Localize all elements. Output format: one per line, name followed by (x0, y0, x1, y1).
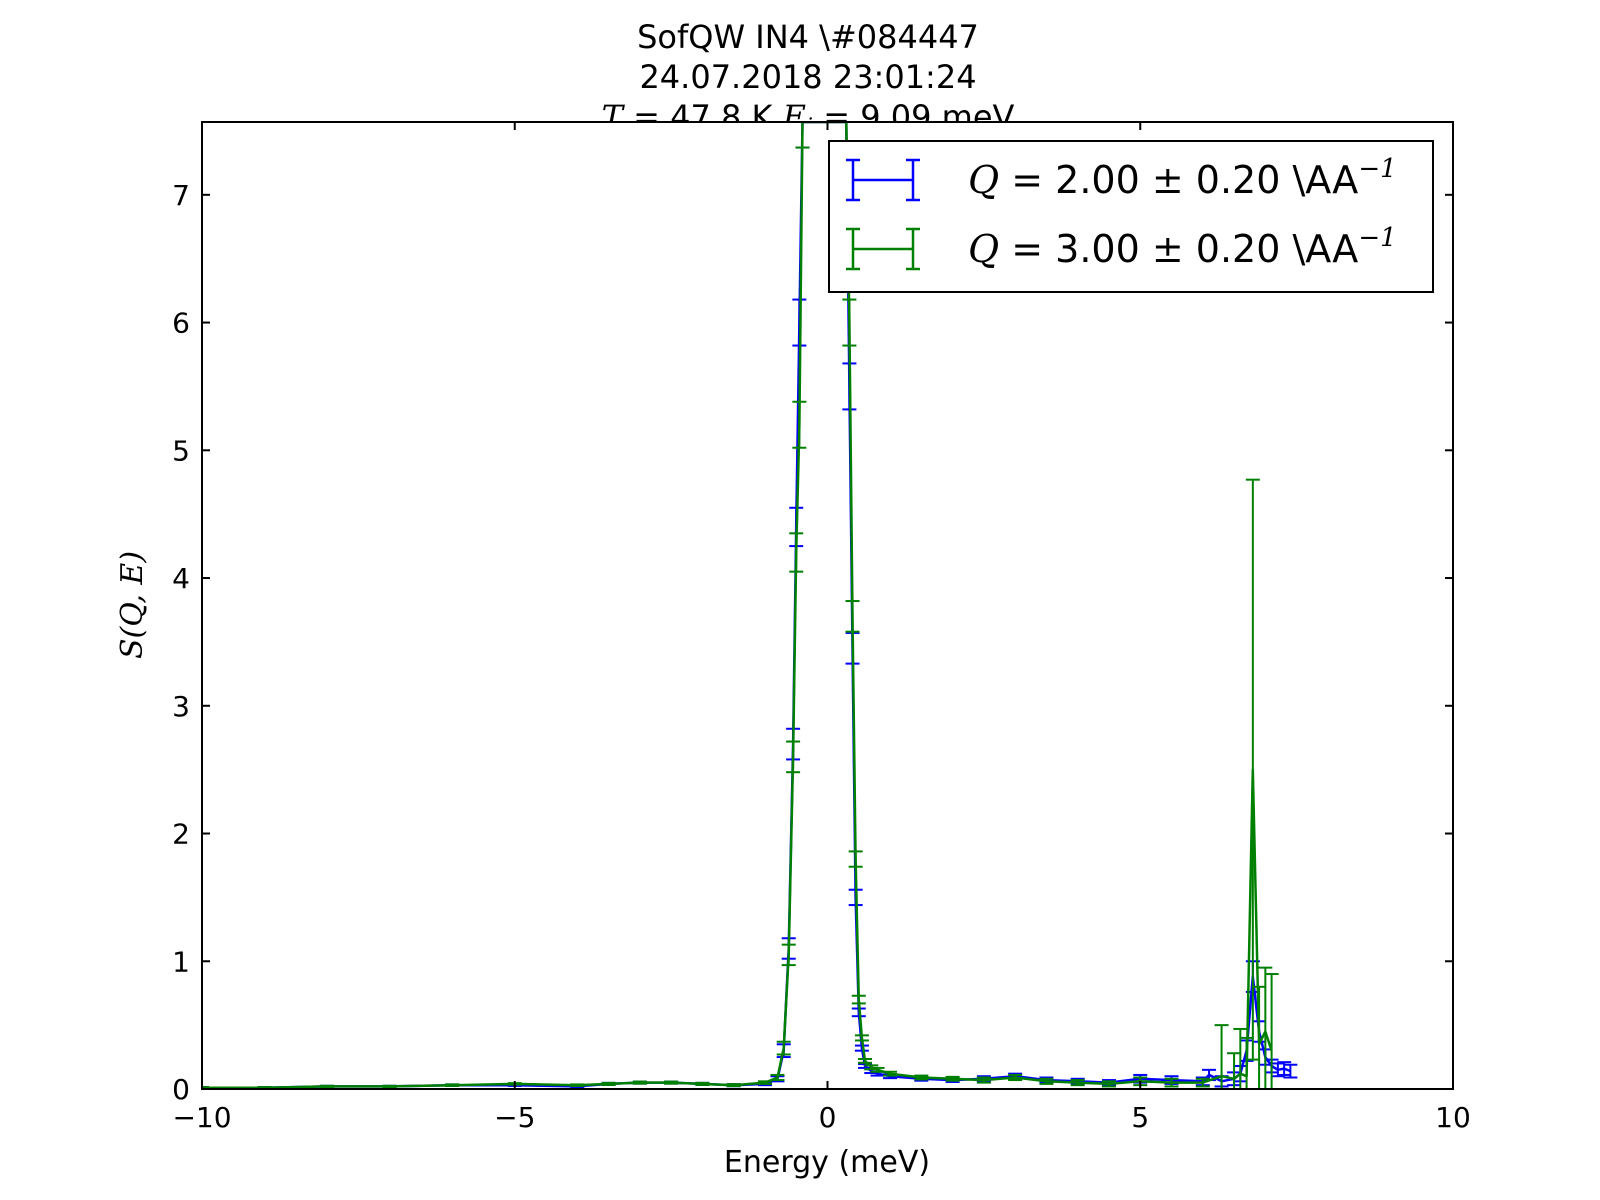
error-bar (1164, 1077, 1179, 1088)
y-tick-label: 0 (172, 1073, 190, 1106)
x-tick-label: −10 (172, 1101, 231, 1134)
y-tick-label: 6 (172, 307, 190, 340)
error-bar (445, 1083, 460, 1087)
error-bar (664, 1080, 679, 1085)
error-bar (851, 994, 866, 1005)
error-bar (845, 600, 860, 633)
legend-entry-1-eq: = 2.00 (999, 158, 1152, 202)
error-bar (726, 1083, 741, 1088)
y-tick-label: 2 (172, 818, 190, 851)
y-tick-label: 5 (172, 434, 190, 467)
error-bar (883, 1070, 898, 1077)
error-bar (770, 1073, 785, 1082)
y-axis-label-args: (Q, E) (115, 551, 150, 638)
error-bar (695, 1081, 710, 1086)
error-bar (914, 1074, 929, 1081)
error-bar (570, 1083, 585, 1087)
error-bar (789, 532, 804, 573)
error-bar (854, 1034, 869, 1042)
legend-entry-2-err: 0.20 \AA (1184, 227, 1359, 271)
error-bar (757, 1080, 772, 1085)
legend-entry-1-sup: −1 (1358, 154, 1396, 184)
error-bar (1264, 973, 1279, 1089)
error-bar (858, 1057, 873, 1064)
y-axis-label-prefix: S (115, 638, 150, 659)
x-tick-label: 0 (819, 1101, 837, 1134)
error-bar (848, 850, 863, 868)
error-bar (781, 943, 796, 967)
y-tick-label: 4 (172, 562, 190, 595)
legend-entry-1-q: Q (968, 158, 999, 202)
legend-entry-2-label: Q = 3.00 ± 0.20 \AA−1 (968, 223, 1397, 271)
legend-box (828, 140, 1434, 293)
error-bar (792, 400, 807, 449)
error-bar (1233, 1027, 1248, 1089)
legend-entry-2-q: Q (968, 227, 999, 271)
legend-entry-1-err: 0.20 \AA (1184, 158, 1359, 202)
error-bar (842, 298, 857, 347)
error-bar (1101, 1080, 1116, 1088)
y-tick-label: 3 (172, 690, 190, 723)
error-bar (1070, 1079, 1085, 1087)
error-bar (382, 1084, 397, 1089)
x-tick-label: 5 (1131, 1101, 1149, 1134)
series-2 (202, 122, 1279, 1089)
error-bar (870, 1066, 885, 1073)
error-bar (1258, 966, 1273, 1089)
y-axis-label: S(Q, E) (115, 551, 150, 659)
series-layer (202, 122, 1298, 1089)
error-bar (1227, 1052, 1242, 1089)
error-bar (320, 1084, 335, 1089)
ticks-layer: −10 −5 0 5 10 0 1 2 3 4 5 6 7 (172, 122, 1471, 1134)
error-bar (1008, 1073, 1023, 1082)
error-bar (1283, 1063, 1298, 1079)
legend-entry-1-label: Q = 2.00 ± 0.20 \AA−1 (968, 154, 1397, 202)
error-bar (795, 122, 810, 149)
legend-handles (846, 158, 920, 271)
x-axis-label: Energy (meV) (724, 1145, 930, 1180)
legend-entry-2-pm: ± (1152, 227, 1184, 271)
title-line-1: SofQW IN4 \#084447 (637, 18, 979, 56)
error-bar (976, 1076, 991, 1084)
error-bar (1039, 1077, 1054, 1085)
title-line-2: 24.07.2018 23:01:24 (639, 58, 976, 96)
chart-title: SofQW IN4 \#084447 24.07.2018 23:01:24 T… (602, 18, 1015, 140)
error-bar (1214, 1024, 1229, 1089)
error-bar (632, 1080, 647, 1085)
legend-entry-2-sup: −1 (1358, 223, 1396, 253)
x-tick-label: 10 (1435, 1101, 1471, 1134)
error-bar (1252, 985, 1267, 1089)
error-bar (601, 1081, 616, 1086)
legend-handle-1 (846, 158, 920, 202)
error-bar (776, 1040, 791, 1056)
y-tick-label: 1 (172, 945, 190, 978)
legend-entry-1-pm: ± (1152, 158, 1184, 202)
error-bar (1239, 1036, 1254, 1089)
error-bar (786, 740, 801, 774)
legend-entry-2-eq: = 3.00 (999, 227, 1152, 271)
error-bar (945, 1075, 960, 1082)
y-tick-label: 7 (172, 179, 190, 212)
x-tick-label: −5 (494, 1101, 535, 1134)
error-bar (1245, 478, 1260, 1061)
legend: Q = 2.00 ± 0.20 \AA−1 Q = 3.00 ± 0.20 \A… (828, 140, 1434, 293)
error-bar (1195, 1077, 1210, 1088)
legend-handle-2 (846, 227, 920, 271)
